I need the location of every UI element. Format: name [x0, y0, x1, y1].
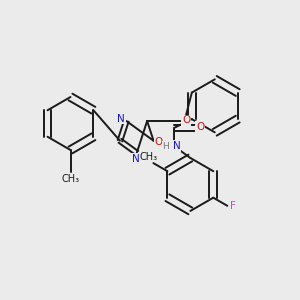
Text: CH₃: CH₃ — [61, 174, 80, 184]
Text: N: N — [117, 114, 125, 124]
Text: O: O — [182, 116, 190, 125]
Text: O: O — [155, 137, 163, 147]
Text: N: N — [132, 154, 140, 164]
Text: F: F — [230, 201, 236, 212]
Text: H: H — [163, 142, 169, 151]
Text: CH₃: CH₃ — [140, 152, 158, 162]
Text: O: O — [196, 122, 204, 132]
Text: N: N — [172, 141, 180, 151]
